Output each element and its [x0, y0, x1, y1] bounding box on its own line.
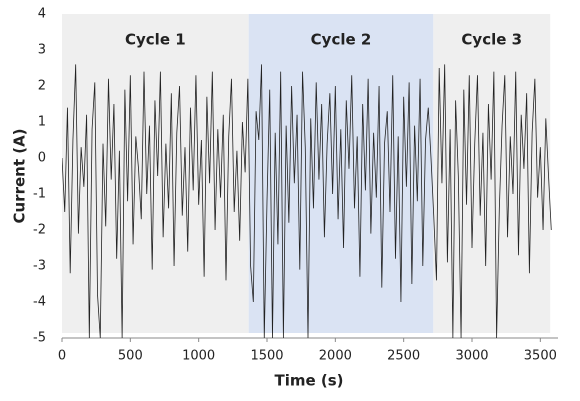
y-tick-label: -4: [33, 295, 46, 310]
x-tick-label: 3000: [455, 349, 488, 364]
y-tick-label: 3: [38, 43, 46, 58]
cycle-region: [62, 14, 249, 333]
x-tick-label: 2500: [387, 349, 420, 364]
y-tick-label: -5: [33, 331, 46, 346]
x-tick-label: 0: [58, 349, 66, 364]
region-label: Cycle 1: [125, 31, 186, 49]
y-tick-label: -3: [33, 259, 46, 274]
y-tick-label: -1: [33, 187, 46, 202]
x-tick-label: 500: [118, 349, 143, 364]
data-line: [62, 64, 552, 338]
y-tick-label: -2: [33, 223, 46, 238]
region-label: Cycle 3: [461, 31, 522, 49]
region-label: Cycle 2: [311, 31, 372, 49]
y-tick-label: 1: [38, 115, 46, 130]
x-tick-label: 3500: [524, 349, 557, 364]
y-tick-label: 4: [38, 7, 46, 22]
x-tick-label: 1000: [182, 349, 215, 364]
x-axis-title: Time (s): [274, 372, 343, 390]
y-axis-title: Current (A): [11, 128, 29, 223]
x-tick-label: 2000: [319, 349, 352, 364]
y-tick-label: 2: [38, 79, 46, 94]
cycle-region: [433, 14, 551, 333]
x-tick-label: 1500: [250, 349, 283, 364]
y-tick-label: 0: [38, 151, 46, 166]
